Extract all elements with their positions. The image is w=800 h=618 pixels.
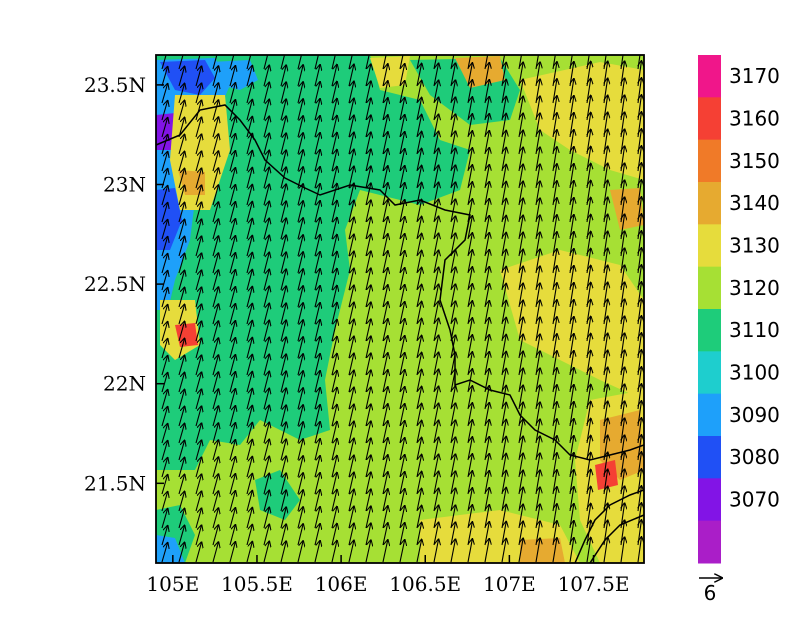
wind-vector-arrow xyxy=(195,542,202,563)
colorbar-swatch xyxy=(698,309,721,352)
wind-vector-arrow xyxy=(518,538,523,563)
x-axis: 105E 105.5E 106E 106.5E 107E 107.5E xyxy=(146,555,629,596)
x-tick-label: 107.5E xyxy=(558,572,630,596)
contour-3150-north xyxy=(455,56,505,88)
colorbar-swatch xyxy=(698,393,721,437)
colorbar-swatch xyxy=(698,55,721,98)
x-tick-label: 105E xyxy=(146,572,199,596)
wind-vector-arrow xyxy=(331,540,337,563)
y-tick-label: 23N xyxy=(103,172,146,196)
wind-vector-arrow xyxy=(161,543,168,563)
wind-vector-arrow xyxy=(314,541,320,563)
wind-vector-arrow xyxy=(535,538,540,563)
colorbar-label: 3080 xyxy=(729,445,780,469)
contour-3120-west xyxy=(156,55,470,470)
colorbar-label: 3110 xyxy=(729,318,780,342)
colorbar-swatch xyxy=(698,478,721,522)
wind-vector-arrow xyxy=(450,539,455,563)
wind-vector-arrow xyxy=(280,541,286,563)
reference-vector: 6 xyxy=(699,578,722,605)
contour-3140-north xyxy=(370,56,410,88)
wind-vector-arrow xyxy=(501,538,506,563)
contour-3150-east xyxy=(610,188,644,230)
colorbar-label: 3130 xyxy=(729,234,780,258)
colorbar-swatch xyxy=(698,97,721,141)
wind-vector-arrow xyxy=(212,542,218,563)
wind-vector-arrow xyxy=(229,542,235,563)
wind-vector-field xyxy=(161,55,641,563)
colorbar-label: 3170 xyxy=(729,64,780,88)
contour-3090-northwest xyxy=(210,60,258,90)
colorbar-swatch xyxy=(698,351,721,395)
wind-vector-arrow xyxy=(365,540,371,563)
reference-vector-label: 6 xyxy=(704,581,717,605)
x-tick-label: 107E xyxy=(483,572,536,596)
x-tick-label: 106E xyxy=(315,572,368,596)
colorbar-swatch xyxy=(698,436,721,479)
wind-vector-arrow xyxy=(586,537,591,563)
border-line-coast xyxy=(574,489,644,563)
colorbar-label: 3150 xyxy=(729,149,780,173)
x-tick-label: 105.5E xyxy=(221,572,293,596)
colorbar: 3170 3160 3150 3140 3130 3120 3110 3100 3090 3080… xyxy=(698,55,780,564)
wind-vector-arrow xyxy=(467,539,472,563)
colorbar-label: 3140 xyxy=(729,191,780,215)
wind-vector-arrow xyxy=(348,540,354,563)
colorbar-swatch xyxy=(698,182,721,225)
wind-vector-arrow xyxy=(638,537,641,563)
y-tick-label: 22N xyxy=(103,372,146,396)
colorbar-swatch xyxy=(698,139,721,183)
y-tick-label: 22.5N xyxy=(84,272,146,296)
y-axis: 21.5N 22N 22.5N 23N 23.5N xyxy=(84,73,164,495)
border-line-main xyxy=(156,104,644,461)
x-tick-label: 106.5E xyxy=(389,572,461,596)
wind-vector-arrow xyxy=(246,541,252,563)
wind-vector-arrow xyxy=(620,537,625,563)
wind-vector-arrow xyxy=(399,540,405,563)
wind-vector-arrow xyxy=(552,538,557,563)
wind-vector-arrow xyxy=(263,541,269,563)
wind-vector-arrow xyxy=(297,541,303,563)
wind-vector-arrow xyxy=(382,540,388,563)
colorbar-label: 3070 xyxy=(729,488,780,512)
wind-vector-arrow xyxy=(178,542,185,563)
contour-3150-south xyxy=(520,538,565,563)
country-border-lines xyxy=(156,104,644,563)
wind-vector-arrow xyxy=(569,538,574,563)
colorbar-label: 3160 xyxy=(729,107,780,131)
wind-vector-arrow xyxy=(416,539,422,563)
border-line-coast-2 xyxy=(589,514,644,563)
colorbar-swatch xyxy=(698,266,721,310)
colorbar-swatch xyxy=(698,224,721,268)
wind-vector-arrow xyxy=(433,539,439,563)
wind-vector-arrow xyxy=(603,537,608,563)
colorbar-swatch xyxy=(698,520,721,564)
colorbar-label: 3100 xyxy=(729,361,780,385)
y-tick-label: 21.5N xyxy=(84,471,146,495)
colorbar-label: 3120 xyxy=(729,276,780,300)
y-tick-label: 23.5N xyxy=(84,73,146,97)
colorbar-label: 3090 xyxy=(729,403,780,427)
plot-frame xyxy=(155,54,645,564)
wind-vector-arrow xyxy=(484,539,489,563)
contour-3140-east-1 xyxy=(520,62,644,180)
